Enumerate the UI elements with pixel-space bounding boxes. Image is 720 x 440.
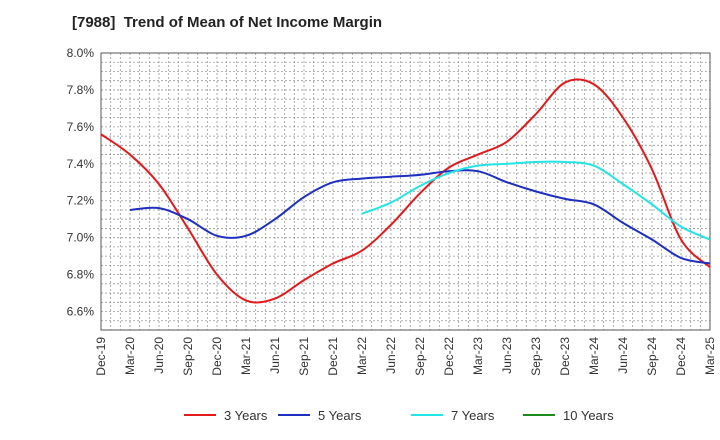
y-tick-label: 7.8% bbox=[67, 83, 95, 97]
x-tick-label: Dec-21 bbox=[326, 337, 340, 376]
x-tick-label: Sep-23 bbox=[529, 337, 543, 376]
x-tick-label: Dec-20 bbox=[210, 337, 224, 376]
x-tick-label: Dec-23 bbox=[558, 337, 572, 376]
y-tick-label: 7.2% bbox=[67, 194, 95, 208]
x-tick-label: Dec-19 bbox=[94, 337, 108, 376]
x-axis-tick-labels: Dec-19 Mar-20 Jun-20 Sep-20 Dec-20 Mar-21 Jun-… bbox=[94, 337, 717, 376]
y-axis-tick-labels: 6.6% 6.8% 7.0% 7.2% 7.4% 7.6% 7.8% 8.0% bbox=[67, 46, 95, 319]
series-lines bbox=[100, 78, 711, 304]
x-tick-label: Sep-22 bbox=[413, 337, 427, 376]
grid-lines bbox=[100, 52, 711, 331]
legend: 3 Years 5 Years 7 Years 10 Years bbox=[184, 408, 614, 423]
x-tick-label: Mar-20 bbox=[123, 337, 137, 375]
x-tick-label: Dec-22 bbox=[442, 337, 456, 376]
y-tick-label: 6.8% bbox=[67, 268, 95, 282]
plot-frame bbox=[100, 52, 711, 331]
x-tick-label: Jun-23 bbox=[500, 337, 514, 374]
x-tick-label: Jun-21 bbox=[268, 337, 282, 374]
legend-label-10-years: 10 Years bbox=[563, 408, 614, 423]
legend-label-5-years: 5 Years bbox=[318, 408, 362, 423]
legend-label-7-years: 7 Years bbox=[451, 408, 495, 423]
y-tick-label: 7.4% bbox=[67, 157, 95, 171]
x-tick-label: Jun-24 bbox=[616, 337, 630, 374]
series-line-3-years bbox=[100, 78, 711, 304]
x-tick-label: Mar-23 bbox=[471, 337, 485, 375]
x-tick-label: Dec-24 bbox=[674, 337, 688, 376]
y-tick-label: 7.6% bbox=[67, 120, 95, 134]
x-tick-label: Mar-21 bbox=[239, 337, 253, 375]
series-line-5-years bbox=[129, 169, 711, 265]
y-tick-label: 8.0% bbox=[67, 46, 95, 60]
x-tick-label: Mar-24 bbox=[587, 337, 601, 375]
y-tick-label: 6.6% bbox=[67, 305, 95, 319]
chart-title: [7988] Trend of Mean of Net Income Margi… bbox=[72, 14, 383, 31]
x-tick-label: Mar-22 bbox=[355, 337, 369, 375]
series-line-7-years bbox=[361, 160, 711, 241]
y-tick-label: 7.0% bbox=[67, 231, 95, 245]
x-tick-label: Jun-22 bbox=[384, 337, 398, 374]
x-tick-label: Sep-24 bbox=[645, 337, 659, 376]
x-tick-label: Sep-21 bbox=[297, 337, 311, 376]
legend-label-3-years: 3 Years bbox=[224, 408, 268, 423]
x-tick-label: Mar-25 bbox=[703, 337, 717, 375]
x-tick-label: Sep-20 bbox=[181, 337, 195, 376]
x-tick-label: Jun-20 bbox=[152, 337, 166, 374]
axes bbox=[100, 52, 711, 331]
